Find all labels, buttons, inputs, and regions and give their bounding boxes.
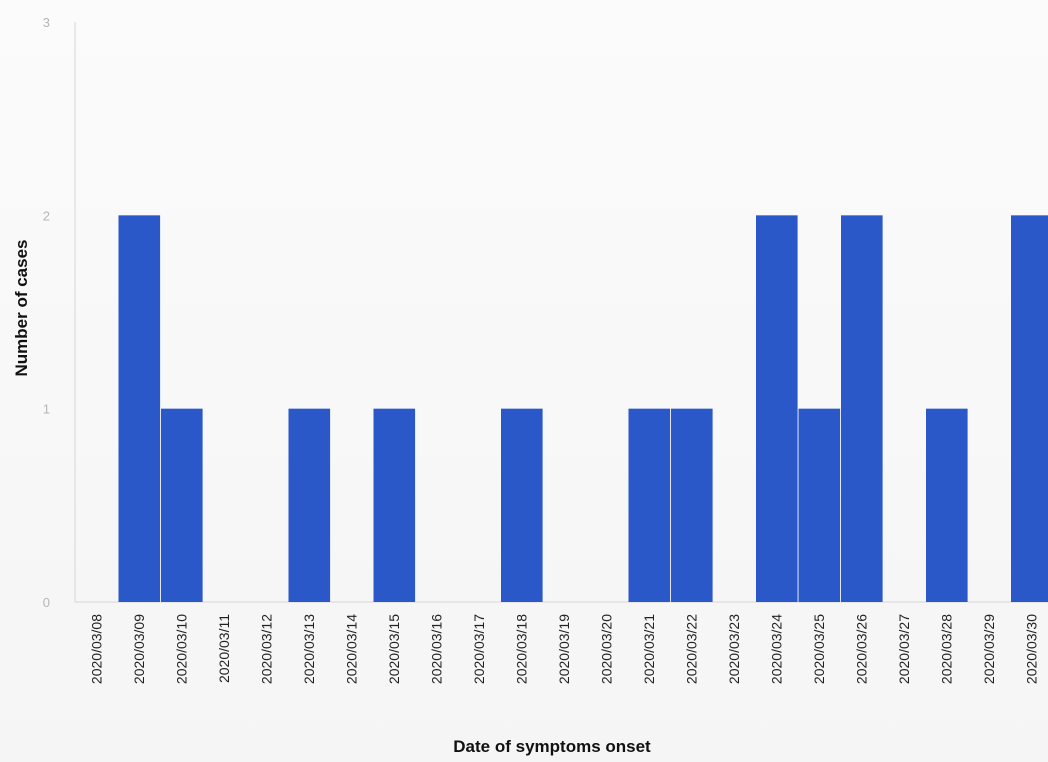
y-tick-labels: 0 1 2 3 xyxy=(43,15,50,610)
x-tick-label: 2020/03/24 xyxy=(769,614,785,684)
x-tick-label: 2020/03/14 xyxy=(344,614,360,684)
x-tick-label: 2020/03/12 xyxy=(259,614,275,684)
x-tick-label: 2020/03/29 xyxy=(981,614,997,684)
x-tick-label: 2020/03/17 xyxy=(471,614,487,684)
x-tick-label: 2020/03/10 xyxy=(174,614,190,684)
x-tick-label: 2020/03/15 xyxy=(386,614,402,684)
bar-2020-03-25 xyxy=(798,408,841,602)
bar-2020-03-13 xyxy=(288,408,331,602)
x-tick-label: 2020/03/22 xyxy=(684,614,700,684)
x-tick-label: 2020/03/25 xyxy=(811,614,827,684)
bar-2020-03-22 xyxy=(671,408,713,602)
bar-2020-03-28 xyxy=(926,408,968,602)
axes xyxy=(74,22,1048,603)
x-tick-label: 2020/03/27 xyxy=(896,614,912,684)
x-tick-label: 2020/03/20 xyxy=(599,614,615,684)
x-axis-title: Date of symptoms onset xyxy=(453,737,651,756)
x-tick-label: 2020/03/28 xyxy=(939,614,955,684)
bar-2020-03-26 xyxy=(841,215,883,603)
bar-2020-03-24 xyxy=(756,215,798,603)
x-tick-label: 2020/03/23 xyxy=(726,614,742,684)
y-tick-label: 1 xyxy=(43,402,50,417)
bar-2020-03-21 xyxy=(628,408,671,602)
bar-2020-03-18 xyxy=(501,408,543,602)
x-tick-label: 2020/03/21 xyxy=(641,614,657,684)
y-tick-label: 3 xyxy=(43,15,50,30)
bar-2020-03-10 xyxy=(161,408,203,602)
bar-2020-03-30 xyxy=(1011,215,1048,603)
x-tick-label: 2020/03/08 xyxy=(89,614,105,684)
x-tick-label: 2020/03/30 xyxy=(1024,614,1040,684)
x-tick-label: 2020/03/16 xyxy=(429,614,445,684)
bar-2020-03-09 xyxy=(118,215,161,603)
y-tick-label: 2 xyxy=(43,208,50,223)
y-tick-label: 0 xyxy=(43,595,50,610)
x-tick-label: 2020/03/26 xyxy=(854,614,870,684)
bars xyxy=(118,215,1048,603)
x-tick-label: 2020/03/18 xyxy=(514,614,530,684)
x-tick-labels: 2020/03/08 2020/03/09 2020/03/10 2020/03/11… xyxy=(89,614,1040,684)
bar-2020-03-15 xyxy=(373,408,416,602)
x-tick-label: 2020/03/13 xyxy=(301,614,317,684)
x-tick-label: 2020/03/09 xyxy=(131,614,147,684)
x-tick-label: 2020/03/19 xyxy=(556,614,572,684)
x-tick-label: 2020/03/11 xyxy=(216,614,232,683)
y-axis-title: Number of cases xyxy=(12,240,31,377)
